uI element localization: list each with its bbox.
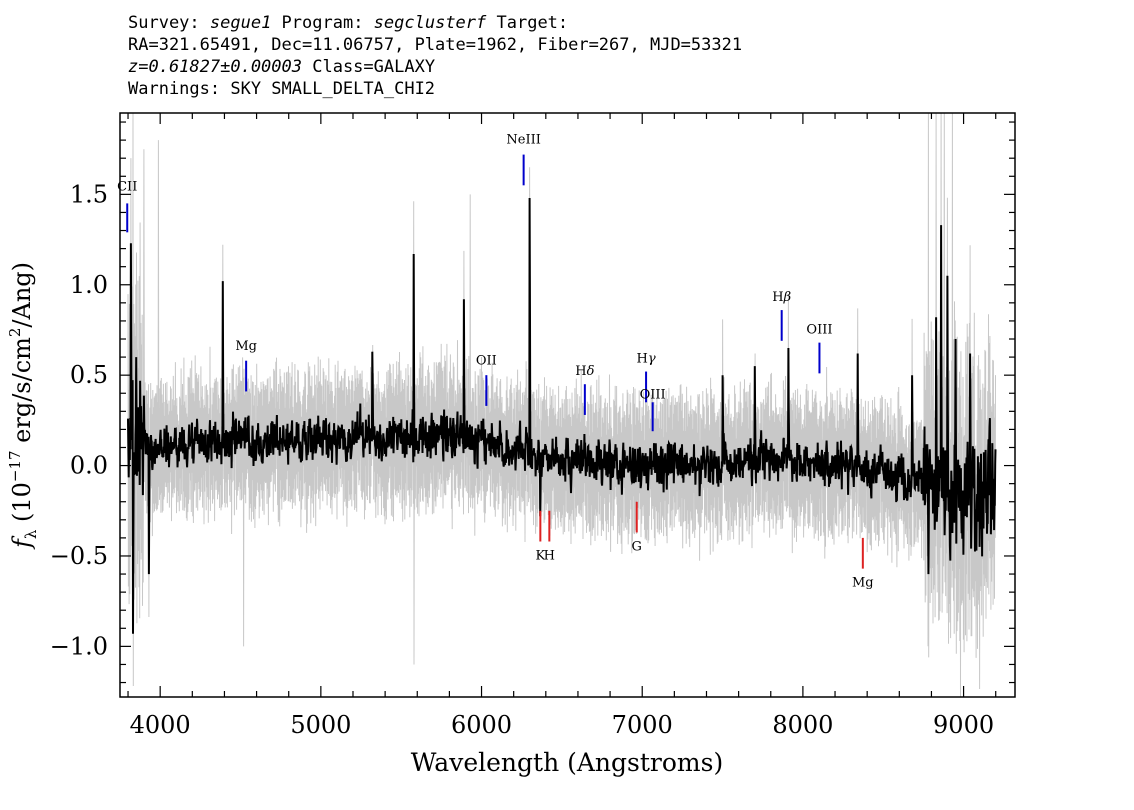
error-series <box>127 113 996 697</box>
y-tick-label: 1.5 <box>70 180 108 208</box>
emission-line-label: Hβ <box>772 290 791 305</box>
y-label-units-a: erg/s/cm <box>8 337 36 451</box>
x-tick-label: 7000 <box>612 711 673 739</box>
target-label: Target: <box>486 13 569 33</box>
y-tick-label: −0.5 <box>50 542 108 570</box>
emission-line-label: OII <box>476 353 497 368</box>
x-tick-label: 8000 <box>772 711 833 739</box>
survey-label: Survey: <box>128 13 210 33</box>
class-value: Class=GALAXY <box>302 57 436 77</box>
y-tick-label: −1.0 <box>50 632 108 660</box>
x-tick-label: 6000 <box>451 711 512 739</box>
x-axis: 4000 5000 6000 7000 8000 9000 <box>127 113 997 739</box>
line-marker-labels: CII Mg OII NeIII Hδ Hγ OIII Hβ OIII KH G Mg <box>117 133 874 591</box>
x-tick-label: 4000 <box>130 711 191 739</box>
emission-line-label: Hδ <box>575 364 594 379</box>
y-label-exponent: −17 <box>6 450 24 482</box>
emission-line-label: OIII <box>640 388 666 403</box>
data-series <box>127 197 997 634</box>
spectrum-header: Survey: segue1 Program: segclusterf Targ… <box>128 12 1028 100</box>
header-line-survey: Survey: segue1 Program: segclusterf Targ… <box>128 12 1028 34</box>
y-label-units-sup: 2 <box>6 328 24 338</box>
absorption-line-label: Mg <box>852 576 874 591</box>
y-tick-label: 0.5 <box>70 361 108 389</box>
y-label-open: (10 <box>8 482 36 530</box>
line-label-greek: δ <box>587 364 595 379</box>
program-value: segclusterf <box>373 13 487 33</box>
x-tick-label: 9000 <box>933 711 994 739</box>
emission-line-label: NeIII <box>506 133 540 148</box>
y-tick-label: 0.0 <box>70 452 108 480</box>
emission-line-label: Mg <box>235 339 257 354</box>
emission-line-label: Hγ <box>637 352 656 367</box>
y-axis: −1.0 −0.5 0.0 0.5 1.0 1.5 <box>50 121 1015 684</box>
header-line-coordinates: RA=321.65491, Dec=11.06757, Plate=1962, … <box>128 35 743 55</box>
program-label: Program: <box>271 13 374 33</box>
line-label-greek: γ <box>648 352 656 367</box>
y-label-units-b: /Ang) <box>8 262 36 328</box>
emission-line-label: CII <box>117 180 137 195</box>
header-line-redshift: z=0.61827±0.00003 Class=GALAXY <box>128 56 1028 78</box>
line-label-greek: β <box>783 290 792 305</box>
absorption-line-label: K <box>535 549 545 564</box>
y-label-lambda: λ <box>22 529 40 539</box>
redshift-value: z=0.61827±0.00003 <box>128 57 302 77</box>
emission-line-label: OIII <box>806 323 832 338</box>
header-line-warnings: Warnings: SKY SMALL_DELTA_CHI2 <box>128 79 436 99</box>
x-axis-label: Wavelength (Angstroms) <box>411 748 723 777</box>
line-markers <box>126 154 864 569</box>
absorption-line-label: G <box>632 540 642 555</box>
absorption-line-label: H <box>544 549 555 564</box>
plot-frame <box>119 112 1016 698</box>
survey-value: segue1 <box>209 13 272 33</box>
y-tick-label: 1.0 <box>70 271 108 299</box>
y-axis-label: fλ (10−17 erg/s/cm2/Ang) <box>6 262 40 550</box>
x-tick-label: 5000 <box>290 711 351 739</box>
plot-area <box>126 113 997 697</box>
